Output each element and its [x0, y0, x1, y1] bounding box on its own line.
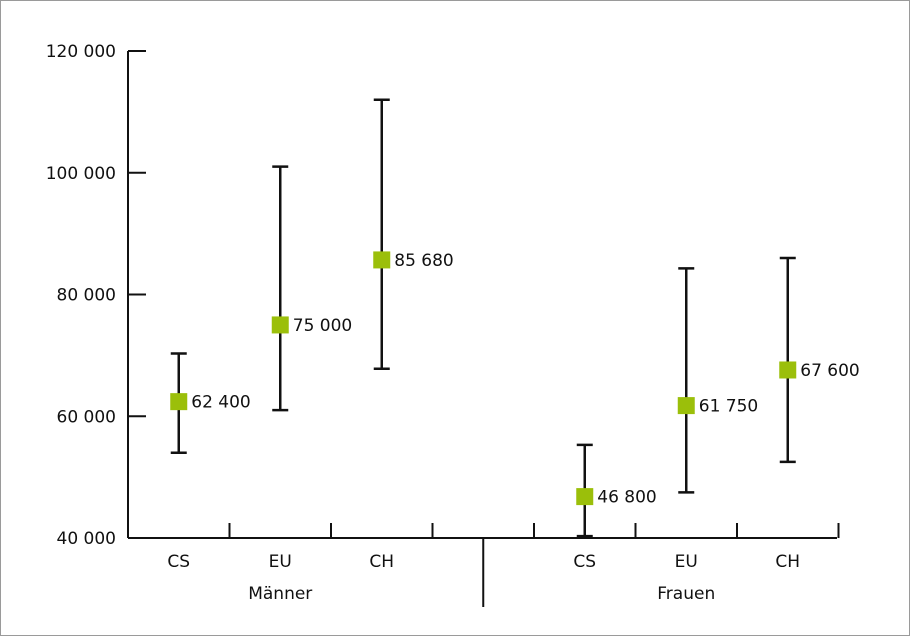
- x-group-label: Männer: [248, 584, 312, 604]
- data-point-marker: [576, 488, 594, 506]
- data-point-marker: [271, 316, 289, 334]
- markers-layer: [170, 251, 797, 506]
- data-point-marker: [170, 393, 188, 411]
- data-point-marker: [779, 361, 797, 379]
- data-label: 62 400: [191, 393, 250, 413]
- x-category-label: CS: [167, 552, 190, 572]
- y-tick-label: 40 000: [57, 529, 116, 549]
- y-tick-label: 120 000: [46, 42, 116, 62]
- ranges-layer: [170, 98, 796, 538]
- data-point-marker: [677, 397, 695, 415]
- labels-layer: 40 000 60 000 80 000 100 000 120 000 62 400 CS…: [46, 42, 860, 604]
- data-label: 67 600: [800, 361, 859, 381]
- data-label: 61 750: [699, 397, 758, 417]
- data-label: 85 680: [394, 251, 453, 271]
- x-category-label: EU: [675, 552, 698, 572]
- axes-layer: [127, 50, 840, 607]
- x-category-label: EU: [269, 552, 292, 572]
- y-tick-label: 100 000: [46, 164, 116, 184]
- data-label: 75 000: [293, 316, 352, 336]
- y-tick-label: 60 000: [57, 407, 116, 427]
- x-category-label: CS: [573, 552, 596, 572]
- y-tick-label: 80 000: [57, 286, 116, 306]
- x-category-label: CH: [775, 552, 800, 572]
- data-label: 46 800: [597, 488, 656, 508]
- x-group-label: Frauen: [657, 584, 715, 604]
- x-category-label: CH: [369, 552, 394, 572]
- data-point-marker: [373, 251, 391, 269]
